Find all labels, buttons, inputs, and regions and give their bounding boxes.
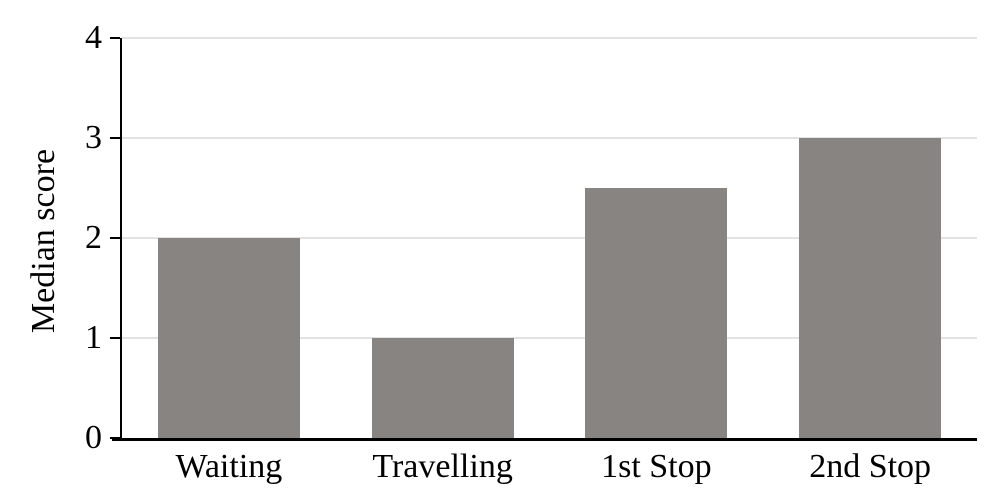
x-label-travelling: Travelling (372, 448, 513, 485)
bar-2nd-stop (799, 138, 942, 438)
y-tick-label-0: 0 (85, 419, 102, 456)
y-tick-1 (110, 337, 120, 339)
bar-travelling (371, 338, 514, 438)
gridline-y-2 (122, 237, 977, 239)
y-tick-0 (110, 437, 120, 439)
x-label-1st-stop: 1st Stop (601, 448, 712, 485)
y-tick-label-3: 3 (85, 119, 102, 156)
y-tick-label-1: 1 (85, 319, 102, 356)
x-label-2nd-stop: 2nd Stop (809, 448, 932, 485)
y-tick-4 (110, 37, 120, 39)
x-label-waiting: Waiting (175, 448, 283, 485)
gridline-y-4 (122, 37, 977, 39)
gridline-y-1 (122, 337, 977, 339)
bar-waiting (157, 238, 300, 438)
y-tick-label-2: 2 (85, 219, 102, 256)
y-tick-label-4: 4 (85, 19, 102, 56)
bar-1st-stop (585, 188, 728, 438)
y-axis-line (120, 38, 122, 438)
plot-area (112, 37, 977, 441)
gridline-y-3 (122, 137, 977, 139)
y-tick-3 (110, 137, 120, 139)
x-axis-line (112, 438, 977, 441)
y-tick-2 (110, 237, 120, 239)
